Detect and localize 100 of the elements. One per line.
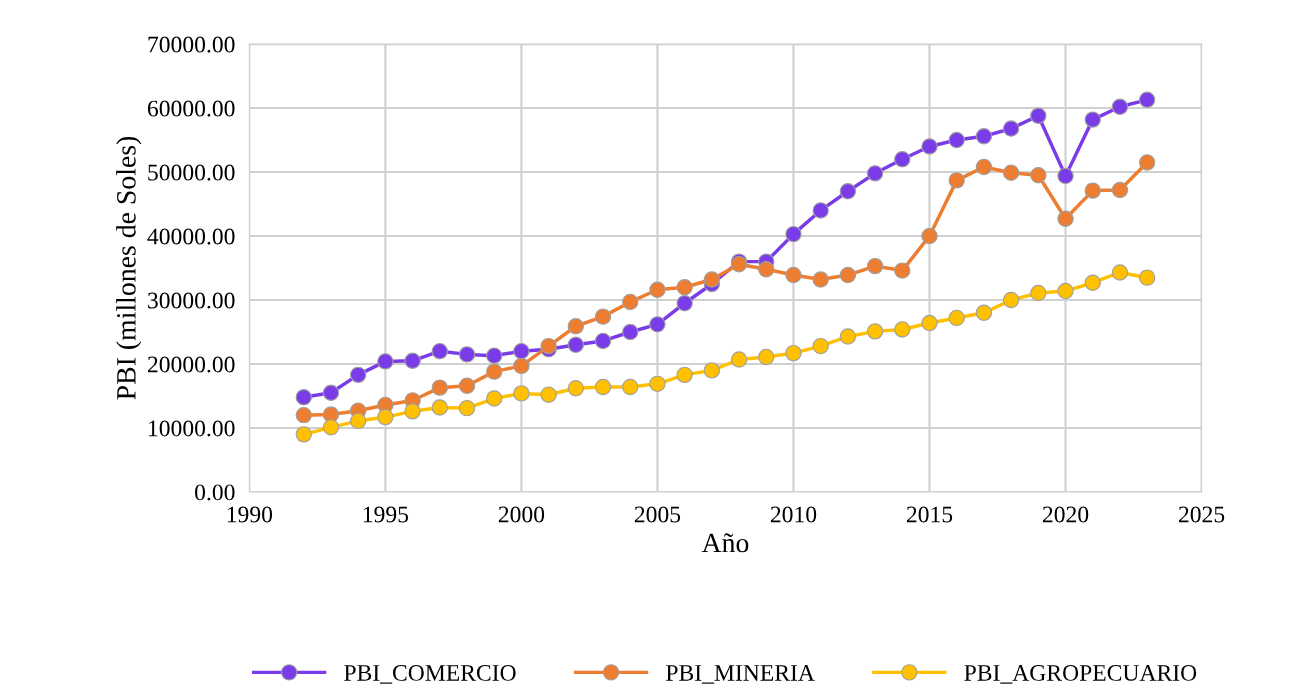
point	[1030, 167, 1047, 184]
point	[649, 375, 666, 393]
point	[349, 366, 367, 384]
point	[758, 261, 775, 278]
point	[458, 399, 476, 417]
point	[1138, 154, 1156, 171]
point	[1030, 284, 1047, 302]
point	[458, 377, 476, 394]
y-tick-label: 40000.00	[147, 228, 235, 245]
point	[295, 406, 312, 424]
point	[785, 225, 802, 243]
point	[1111, 181, 1129, 199]
point	[513, 357, 530, 375]
point	[921, 227, 938, 245]
point	[322, 384, 340, 401]
point	[295, 389, 312, 406]
legend-label: PBI_MINERIA	[666, 665, 815, 684]
point	[1111, 98, 1129, 115]
point	[486, 390, 503, 407]
point	[948, 131, 965, 149]
point	[1002, 164, 1020, 181]
point	[567, 336, 585, 353]
point	[785, 266, 802, 284]
point	[948, 172, 965, 189]
y-tick-label: 70000.00	[148, 36, 235, 53]
point	[1138, 269, 1156, 286]
point	[839, 328, 857, 345]
point	[812, 271, 829, 288]
point	[622, 323, 639, 341]
point	[1030, 107, 1047, 124]
point	[812, 337, 829, 355]
point	[431, 399, 448, 416]
point	[486, 347, 503, 364]
legend-label: PBI_COMERCIO	[344, 665, 516, 684]
point	[1002, 120, 1020, 137]
point	[540, 337, 557, 355]
point	[404, 352, 421, 369]
y-tick-label: 0.00	[195, 484, 235, 501]
point	[1084, 111, 1101, 128]
point	[1057, 282, 1074, 300]
point	[349, 412, 367, 430]
point	[540, 386, 557, 403]
x-tick-label: 2020	[1042, 506, 1089, 523]
point	[594, 378, 612, 396]
point	[594, 332, 612, 350]
point	[758, 348, 775, 366]
point	[377, 353, 394, 370]
point	[649, 316, 666, 333]
x-tick-label: 2005	[634, 506, 681, 523]
legend-label: PBI_AGROPECUARIO	[964, 665, 1197, 684]
point	[812, 202, 829, 219]
point	[839, 183, 857, 200]
point	[377, 408, 394, 426]
point	[567, 380, 585, 397]
y-tick-label: 60000.00	[147, 100, 235, 117]
point	[458, 346, 476, 363]
point	[322, 419, 340, 436]
point	[1084, 182, 1101, 199]
point	[295, 426, 312, 443]
point	[866, 257, 884, 275]
y-tick-label: 10000.00	[149, 420, 235, 437]
point	[431, 342, 448, 360]
point	[649, 281, 666, 298]
point	[1084, 274, 1101, 291]
point	[513, 385, 530, 402]
x-axis-title: Año	[701, 533, 749, 553]
point	[975, 158, 993, 176]
y-tick-label: 50000.00	[148, 164, 235, 181]
point	[567, 318, 585, 335]
point	[866, 323, 884, 340]
point	[730, 351, 748, 368]
point	[785, 344, 802, 362]
point	[594, 308, 612, 325]
point	[486, 363, 503, 380]
x-tick-label: 2025	[1178, 506, 1225, 523]
point	[622, 293, 639, 311]
point	[839, 266, 857, 284]
point	[1111, 264, 1129, 281]
point	[1002, 291, 1020, 309]
point	[866, 165, 884, 182]
point	[431, 379, 448, 396]
point	[921, 314, 938, 332]
point	[975, 304, 993, 321]
point	[1138, 91, 1156, 108]
point	[404, 403, 421, 420]
point	[948, 309, 965, 327]
point	[703, 271, 721, 288]
point	[894, 151, 911, 168]
x-tick-label: 2010	[770, 506, 817, 523]
point	[676, 295, 693, 312]
point	[894, 262, 911, 279]
x-tick-label: 1995	[363, 506, 409, 523]
x-tick-label: 2015	[906, 506, 953, 523]
point	[921, 138, 938, 155]
y-tick-label: 20000.00	[147, 356, 235, 373]
point	[676, 366, 693, 384]
point	[1057, 210, 1074, 227]
y-tick-label: 30000.00	[148, 292, 235, 309]
x-tick-label: 2000	[498, 506, 545, 523]
y-axis-title: PBI (millones de Soles)	[116, 136, 142, 400]
